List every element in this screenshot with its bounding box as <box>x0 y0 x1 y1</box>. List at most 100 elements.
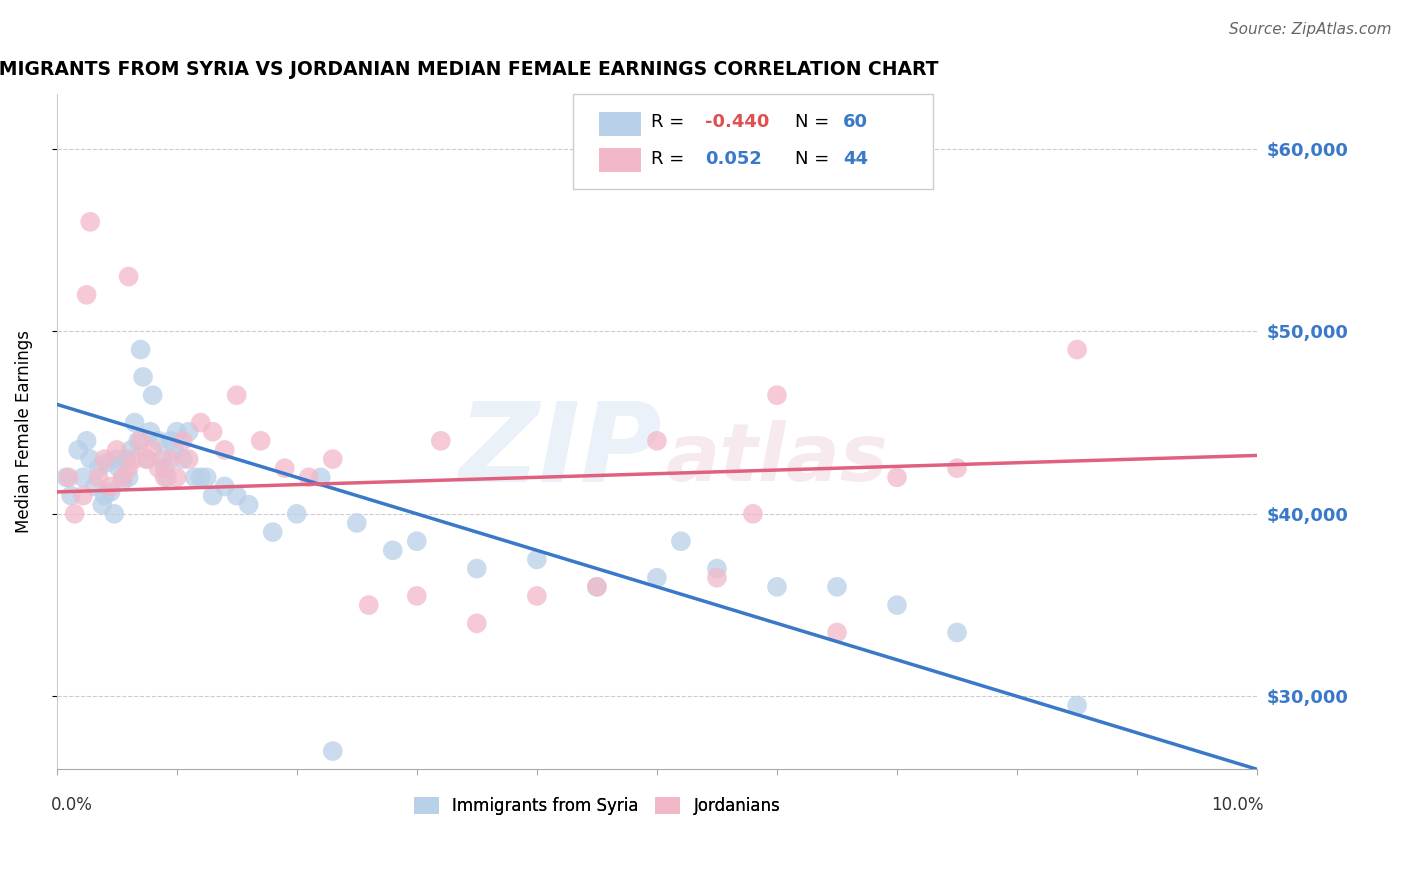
FancyBboxPatch shape <box>599 112 641 136</box>
Point <box>111 470 134 484</box>
Point <box>309 470 332 484</box>
Point <box>526 552 548 566</box>
Text: 0.052: 0.052 <box>704 151 762 169</box>
Text: 10.0%: 10.0% <box>1211 796 1263 814</box>
Point <box>166 470 188 484</box>
Point <box>148 434 170 448</box>
Point <box>105 442 128 457</box>
Point <box>201 425 224 439</box>
Text: Source: ZipAtlas.com: Source: ZipAtlas.com <box>1229 22 1392 37</box>
Point <box>742 507 765 521</box>
Point <box>159 452 181 467</box>
Point <box>706 561 728 575</box>
Point <box>79 452 101 467</box>
Point <box>111 474 134 488</box>
Point <box>465 616 488 631</box>
Point <box>586 580 609 594</box>
Point <box>526 589 548 603</box>
Point <box>105 452 128 467</box>
Point <box>117 269 139 284</box>
Point <box>886 598 908 612</box>
Point <box>129 343 152 357</box>
Point <box>76 288 98 302</box>
Point <box>139 425 162 439</box>
Point <box>285 507 308 521</box>
Point <box>93 452 115 467</box>
FancyBboxPatch shape <box>599 148 641 171</box>
Point <box>166 425 188 439</box>
Text: 0.0%: 0.0% <box>51 796 93 814</box>
Text: ZIP: ZIP <box>460 399 662 506</box>
Point <box>153 470 176 484</box>
FancyBboxPatch shape <box>572 94 934 188</box>
Point <box>825 580 848 594</box>
Point <box>183 470 205 484</box>
Text: R =: R = <box>651 151 690 169</box>
Point <box>586 580 609 594</box>
Point <box>100 479 122 493</box>
Point <box>706 571 728 585</box>
Point <box>430 434 453 448</box>
Text: IMMIGRANTS FROM SYRIA VS JORDANIAN MEDIAN FEMALE EARNINGS CORRELATION CHART: IMMIGRANTS FROM SYRIA VS JORDANIAN MEDIA… <box>0 60 938 78</box>
Point <box>946 625 969 640</box>
Point <box>135 452 157 467</box>
Point <box>60 489 83 503</box>
Point <box>645 571 668 585</box>
Point <box>274 461 297 475</box>
Point <box>63 507 86 521</box>
Point <box>298 470 321 484</box>
Point <box>120 442 142 457</box>
Point <box>108 461 131 475</box>
Point <box>1066 343 1088 357</box>
Point <box>825 625 848 640</box>
Point <box>163 442 186 457</box>
Point <box>381 543 404 558</box>
Point <box>177 425 200 439</box>
Point <box>124 416 146 430</box>
Point <box>79 215 101 229</box>
Point <box>322 452 344 467</box>
Point <box>262 525 284 540</box>
Point <box>135 452 157 467</box>
Point <box>150 452 173 467</box>
Point <box>225 388 247 402</box>
Point <box>177 452 200 467</box>
Point <box>238 498 260 512</box>
Point <box>172 452 194 467</box>
Point <box>172 434 194 448</box>
Point <box>405 534 427 549</box>
Point <box>766 580 789 594</box>
Point <box>124 452 146 467</box>
Point <box>142 388 165 402</box>
Point <box>117 470 139 484</box>
Point <box>91 498 114 512</box>
Point <box>766 388 789 402</box>
Point <box>214 479 236 493</box>
Point <box>72 489 94 503</box>
Point <box>201 489 224 503</box>
Point <box>115 452 138 467</box>
Y-axis label: Median Female Earnings: Median Female Earnings <box>15 330 32 533</box>
Point <box>214 442 236 457</box>
Point <box>190 416 212 430</box>
Point <box>84 479 107 493</box>
Point <box>58 470 80 484</box>
Text: N =: N = <box>794 151 835 169</box>
Point <box>87 461 110 475</box>
Point <box>117 461 139 475</box>
Text: 60: 60 <box>844 113 868 131</box>
Point <box>127 434 149 448</box>
Point <box>129 434 152 448</box>
Point <box>72 470 94 484</box>
Point <box>1066 698 1088 713</box>
Point <box>946 461 969 475</box>
Point <box>87 470 110 484</box>
Point <box>132 370 155 384</box>
Point <box>322 744 344 758</box>
Point <box>195 470 218 484</box>
Point <box>346 516 368 530</box>
Point <box>142 442 165 457</box>
Point <box>225 489 247 503</box>
Point <box>645 434 668 448</box>
Point <box>76 434 98 448</box>
